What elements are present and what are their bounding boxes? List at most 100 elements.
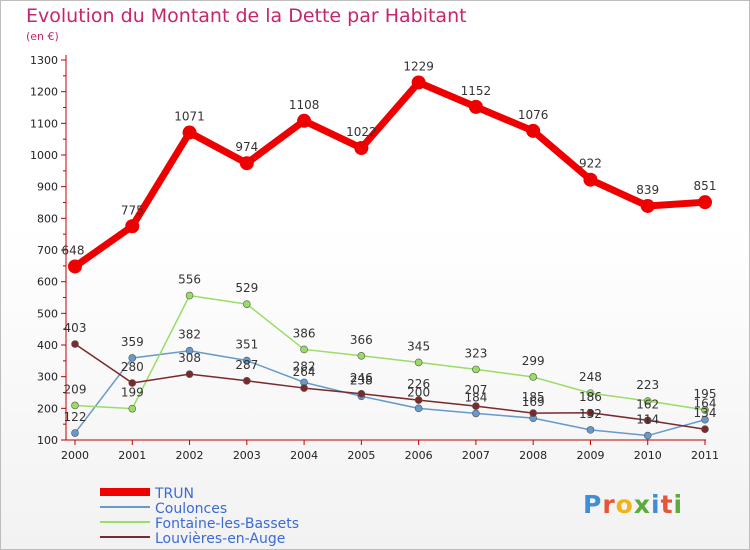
x-tick-label: 2007 xyxy=(462,449,490,462)
data-point xyxy=(128,404,137,413)
data-label: 922 xyxy=(579,157,602,171)
data-point xyxy=(71,429,79,437)
logo-letter: t xyxy=(660,490,674,519)
y-tick-label: 700 xyxy=(37,244,58,257)
data-point xyxy=(414,358,423,367)
series-line-2 xyxy=(74,294,706,411)
data-label: 648 xyxy=(62,243,85,257)
legend-label: Fontaine-les-Bassets xyxy=(155,516,299,532)
data-point xyxy=(300,345,308,354)
data-point xyxy=(125,219,140,234)
data-label: 323 xyxy=(464,346,487,360)
y-tick-label: 1200 xyxy=(30,86,58,99)
data-label: 308 xyxy=(178,351,201,365)
data-label: 199 xyxy=(121,386,144,400)
data-point xyxy=(297,113,312,128)
y-tick-label: 200 xyxy=(37,402,58,415)
y-tick-label: 100 xyxy=(37,434,58,447)
data-label: 382 xyxy=(178,328,201,342)
data-point xyxy=(583,172,598,187)
x-tick-label: 2009 xyxy=(576,449,604,462)
data-label: 169 xyxy=(522,395,545,409)
data-label: 114 xyxy=(636,413,659,427)
data-point xyxy=(586,408,595,417)
logo-letter: x xyxy=(633,490,651,519)
data-label: 209 xyxy=(64,382,87,396)
data-point xyxy=(529,373,537,381)
data-point xyxy=(586,426,595,434)
data-label: 1152 xyxy=(461,84,492,98)
logo-letter: P xyxy=(583,490,603,519)
data-point xyxy=(586,389,595,397)
data-point xyxy=(472,409,480,418)
data-label: 238 xyxy=(350,373,373,387)
data-point xyxy=(411,75,426,90)
data-point xyxy=(71,401,79,410)
series-line-0 xyxy=(72,78,706,270)
data-point xyxy=(128,379,137,387)
data-label: 366 xyxy=(350,333,373,347)
data-point xyxy=(243,300,251,308)
data-point xyxy=(182,125,197,140)
data-label: 775 xyxy=(121,203,144,217)
logo-letter: i xyxy=(673,490,684,519)
data-point xyxy=(243,356,251,365)
data-point xyxy=(526,123,541,138)
x-tick-label: 2005 xyxy=(347,449,375,462)
logo-letter: o xyxy=(615,490,634,519)
data-point xyxy=(701,425,709,434)
series-line-3 xyxy=(74,343,706,430)
data-label: 403 xyxy=(64,321,87,335)
logo-letter: i xyxy=(651,490,661,519)
data-point xyxy=(640,198,655,213)
data-label: 974 xyxy=(235,140,258,154)
data-label: 248 xyxy=(579,370,602,384)
data-point xyxy=(243,376,251,385)
data-label: 280 xyxy=(121,360,144,374)
data-point xyxy=(239,156,254,171)
legend-label: Louvières-en-Auge xyxy=(155,531,285,547)
data-point xyxy=(643,416,652,425)
data-label: 1229 xyxy=(403,59,434,73)
data-point xyxy=(300,384,308,392)
data-label: 282 xyxy=(293,359,316,373)
data-point xyxy=(698,195,712,210)
data-label: 207 xyxy=(464,383,487,397)
data-label: 223 xyxy=(636,378,659,392)
data-label: 134 xyxy=(694,406,717,420)
series-line-1 xyxy=(74,349,706,437)
data-label: 1071 xyxy=(174,110,205,124)
y-tick-label: 800 xyxy=(37,212,58,225)
data-point xyxy=(414,396,423,404)
data-point xyxy=(357,389,366,398)
data-label: 122 xyxy=(64,410,87,424)
x-tick-label: 2006 xyxy=(405,449,433,462)
data-label: 386 xyxy=(293,326,316,340)
data-label: 287 xyxy=(235,358,258,372)
data-label: 185 xyxy=(522,390,545,404)
y-tick-label: 1100 xyxy=(30,117,58,130)
x-tick-label: 2003 xyxy=(233,449,261,462)
y-tick-label: 1000 xyxy=(30,149,58,162)
y-tick-label: 500 xyxy=(37,307,58,320)
data-label: 529 xyxy=(235,281,258,295)
data-point xyxy=(468,99,483,114)
data-label: 351 xyxy=(235,338,258,352)
data-label: 839 xyxy=(636,183,659,197)
data-label: 851 xyxy=(694,179,717,193)
chart-title: Evolution du Montant de la Dette par Hab… xyxy=(26,5,467,27)
x-tick-label: 2002 xyxy=(176,449,204,462)
data-point xyxy=(414,404,423,413)
data-point xyxy=(701,415,709,424)
data-label: 186 xyxy=(579,390,602,404)
y-tick-label: 600 xyxy=(37,276,58,289)
data-label: 195 xyxy=(694,387,717,401)
x-tick-label: 2004 xyxy=(290,449,318,462)
data-label: 359 xyxy=(121,335,144,349)
data-label: 556 xyxy=(178,273,201,287)
data-label: 164 xyxy=(694,397,717,411)
x-tick-label: 2000 xyxy=(61,449,89,462)
data-label: 184 xyxy=(464,390,487,404)
